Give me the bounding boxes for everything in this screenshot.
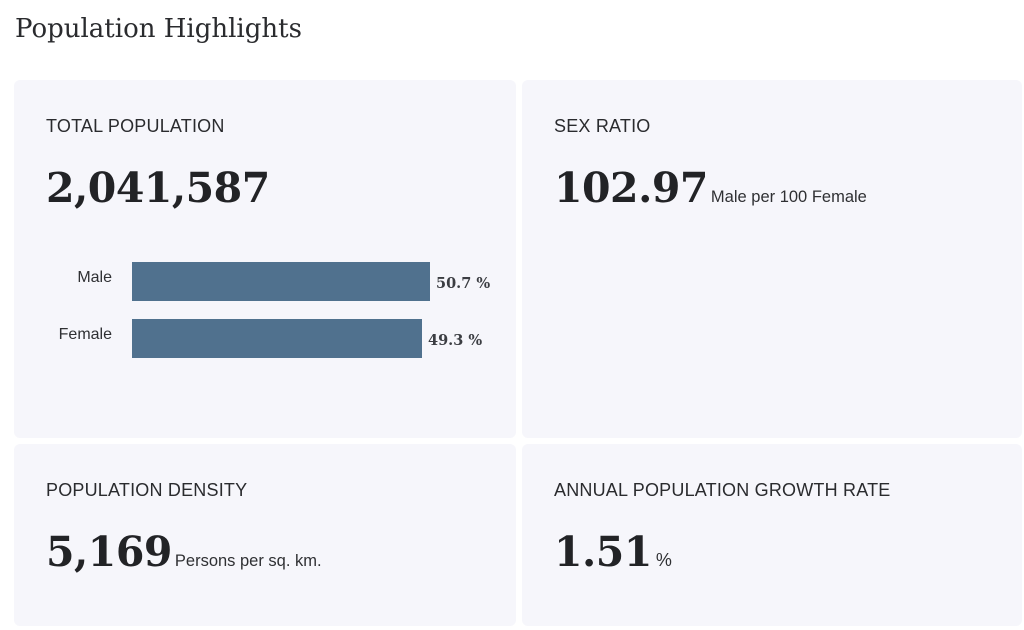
bar-value-label: 49.3 % (428, 332, 483, 349)
total-population-stat: 2,041,587 (46, 164, 270, 212)
total-population-card: TOTAL POPULATION 2,041,587 Male 50.7 % Fem… (14, 80, 516, 438)
bar-category-label: Male (77, 269, 112, 286)
population-density-value: 5,169 (46, 528, 172, 576)
total-population-label: TOTAL POPULATION (46, 116, 225, 136)
bar-category-label: Female (58, 326, 112, 343)
growth-rate-card: ANNUAL POPULATION GROWTH RATE 1.51% (522, 444, 1022, 626)
sex-ratio-value: 102.97 (554, 164, 708, 212)
sex-ratio-card: SEX RATIO 102.97 Male per 100 Female (522, 80, 1022, 438)
sex-ratio-stat: 102.97 Male per 100 Female (554, 164, 867, 212)
bar-female (132, 319, 422, 358)
population-density-label: POPULATION DENSITY (46, 480, 248, 500)
gender-bar-chart: Male 50.7 % Female 49.3 % (14, 80, 516, 438)
bar-value-label: 50.7 % (436, 275, 491, 292)
sex-ratio-label: SEX RATIO (554, 116, 651, 136)
growth-rate-value: 1.51 (554, 528, 652, 576)
growth-rate-label: ANNUAL POPULATION GROWTH RATE (554, 480, 891, 500)
page-title: Population Highlights (15, 14, 302, 44)
population-density-unit: Persons per sq. km. (174, 552, 322, 570)
bar-male (132, 262, 430, 301)
sex-ratio-unit: Male per 100 Female (710, 188, 867, 206)
growth-rate-unit: % (655, 550, 672, 570)
population-density-card: POPULATION DENSITY 5,169 Persons per sq. … (14, 444, 516, 626)
growth-rate-stat: 1.51% (554, 528, 672, 576)
total-population-value: 2,041,587 (46, 164, 270, 212)
population-density-stat: 5,169 Persons per sq. km. (46, 528, 322, 576)
